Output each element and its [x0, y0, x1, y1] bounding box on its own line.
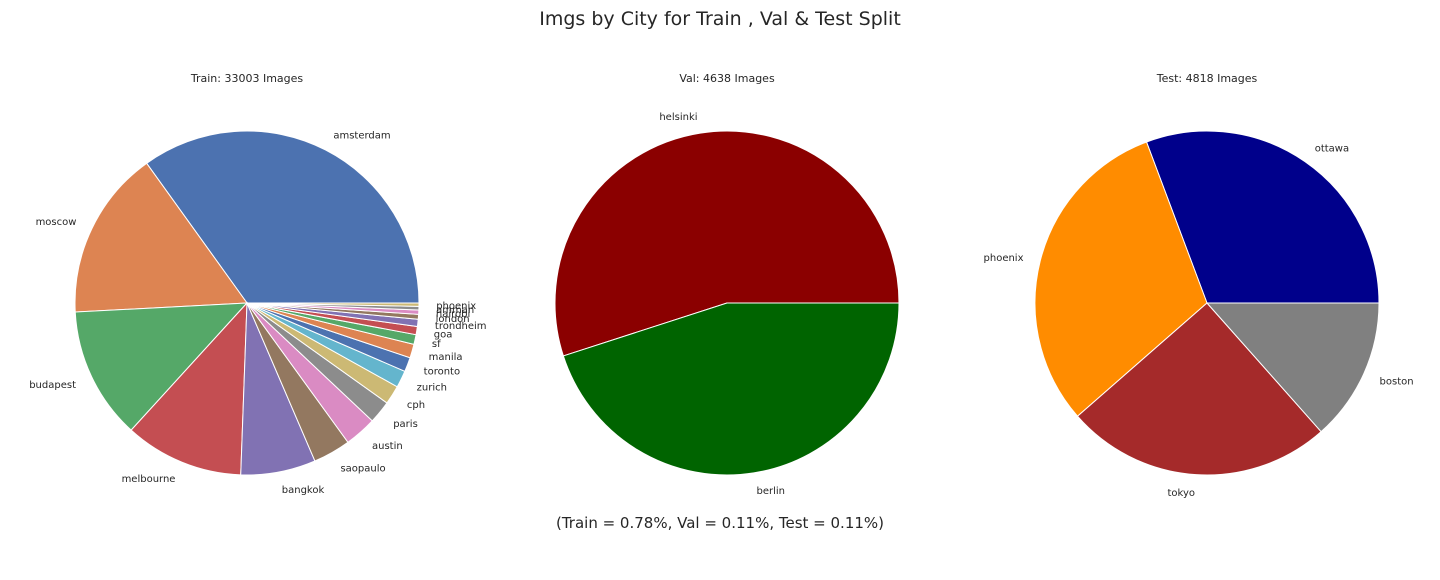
slice-ottawa	[1145, 130, 1380, 304]
slice-label-melbourne: melbourne	[122, 474, 176, 485]
slice-label-manila: manila	[429, 352, 463, 363]
pie-title: Train: 33003 Images	[190, 72, 304, 85]
slice-label-cph: cph	[407, 400, 425, 411]
slice-melbourne	[130, 301, 248, 476]
pie-title: Val: 4638 Images	[679, 72, 775, 85]
slice-label-helsinki: helsinki	[659, 112, 697, 123]
pie-val: Val: 4638 Images helsinki berlin	[554, 72, 900, 497]
slice-label-paris: paris	[393, 419, 418, 430]
slice-phoenix	[1034, 141, 1208, 417]
slice-label-budapest: budapest	[29, 380, 76, 391]
slice-amsterdam	[145, 130, 420, 304]
slice-label-london: london	[436, 314, 470, 325]
slice-label-ottawa: ottawa	[1315, 143, 1349, 154]
split-percentages: (Train = 0.78%, Val = 0.11%, Test = 0.11…	[555, 514, 885, 532]
slice-label-phoenix: phoenix	[436, 301, 476, 312]
figure-title: Imgs by City for Train , Val & Test Spli…	[539, 8, 901, 30]
slice-label-toronto: toronto	[424, 367, 460, 378]
slice-label-amman: amman	[436, 305, 474, 316]
pie-title: Test: 4818 Images	[1156, 72, 1258, 85]
slice-label-trondheim: trondheim	[435, 321, 487, 332]
slice-label-tokyo: tokyo	[1168, 488, 1196, 499]
slice-label-bangkok: bangkok	[282, 485, 325, 496]
slice-phoenix	[246, 302, 420, 307]
slice-moscow	[74, 162, 248, 313]
slice-helsinki	[554, 130, 900, 357]
slice-budapest	[74, 302, 249, 431]
pie-test: Test: 4818 Images ottawa phoenix tokyo bosto…	[984, 72, 1414, 499]
slice-label-berlin: berlin	[756, 486, 785, 497]
slice-label-boston: boston	[1380, 377, 1414, 388]
slice-label-phoenix: phoenix	[984, 253, 1024, 264]
pie-train: Train: 33003 Images amsterdam moscow budape…	[29, 72, 486, 496]
slice-label-zurich: zurich	[417, 383, 447, 394]
slice-label-sf: sf	[432, 339, 441, 350]
slice-label-moscow: moscow	[36, 217, 77, 228]
slice-label-saopaulo: saopaulo	[340, 464, 385, 475]
slice-label-austin: austin	[372, 441, 403, 452]
slice-label-amsterdam: amsterdam	[333, 131, 390, 142]
slice-label-goa: goa	[434, 329, 453, 340]
slice-tokyo	[1076, 302, 1322, 476]
slice-berlin	[562, 302, 900, 476]
slice-boston	[1205, 302, 1380, 433]
slice-label-nairobi: nairobi	[436, 309, 470, 320]
